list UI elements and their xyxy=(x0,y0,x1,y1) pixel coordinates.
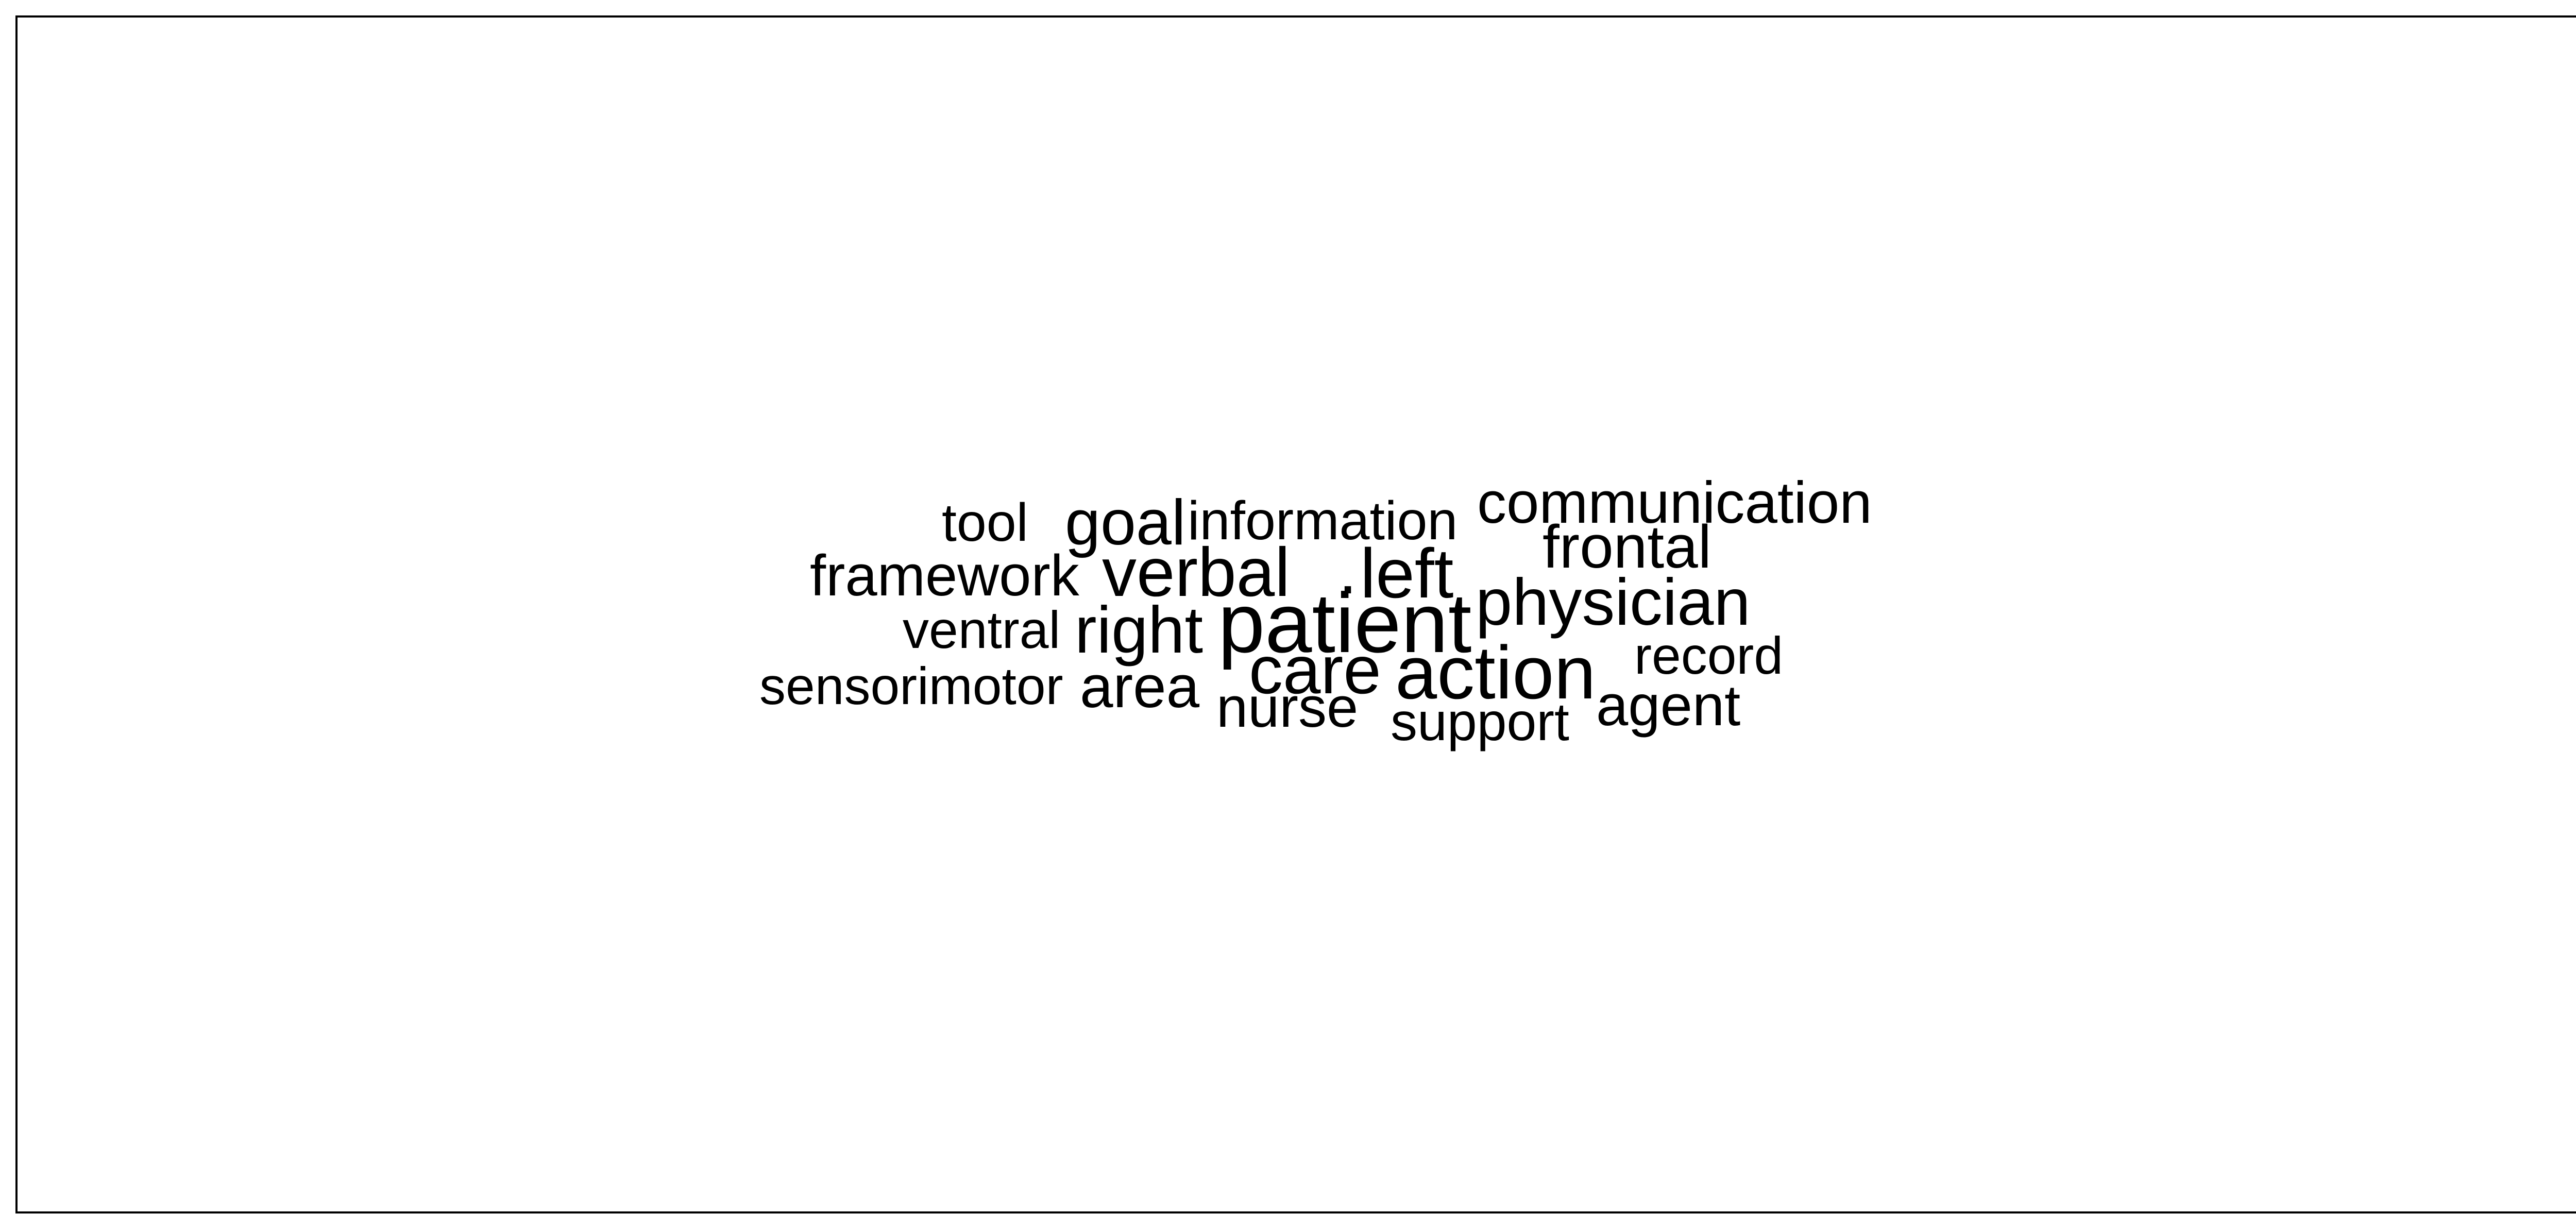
word-agent: agent xyxy=(1596,673,1741,738)
word-information: information xyxy=(1188,490,1458,551)
word-area: area xyxy=(1080,653,1200,720)
word-physician: physician xyxy=(1476,566,1751,639)
word-patient: patient xyxy=(1218,576,1472,670)
plot-frame xyxy=(15,15,2576,1213)
word-record: record xyxy=(1634,626,1784,685)
word-ventral: ventral xyxy=(903,601,1061,659)
word-communication: communication xyxy=(1477,470,1872,536)
word-verbal: verbal xyxy=(1102,534,1290,611)
word-tool: tool xyxy=(942,493,1028,553)
word-support: support xyxy=(1391,692,1569,752)
word-nurse: nurse xyxy=(1216,676,1359,739)
word-framework: framework xyxy=(810,543,1079,608)
punctuation-dot: . xyxy=(1338,533,1358,608)
word-left: left xyxy=(1360,534,1454,612)
word-action: action xyxy=(1395,630,1596,714)
word-right: right xyxy=(1075,593,1203,667)
word-goal: goal xyxy=(1065,487,1186,558)
word-sensorimotor: sensorimotor xyxy=(759,657,1063,715)
word-care: care xyxy=(1249,632,1381,708)
word-frontal: frontal xyxy=(1543,513,1711,581)
